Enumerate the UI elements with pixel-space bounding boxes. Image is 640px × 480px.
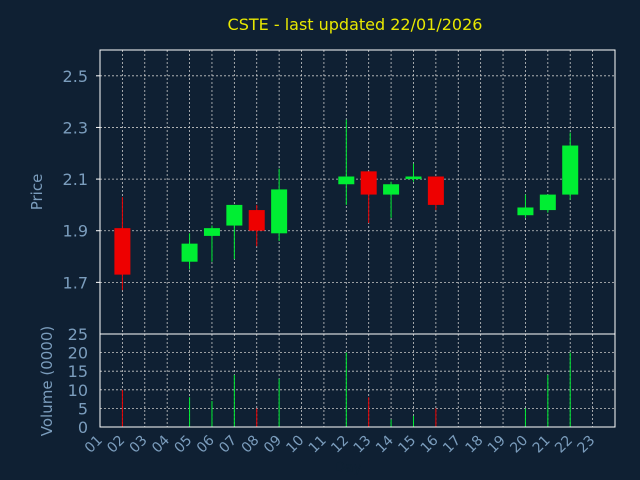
day-tick-label: 20 xyxy=(507,433,531,457)
day-tick-label: 22 xyxy=(552,433,576,457)
day-tick-label: 13 xyxy=(351,433,375,457)
candle-body xyxy=(226,204,243,226)
day-tick-label: 06 xyxy=(194,432,218,456)
candle-body xyxy=(517,207,534,216)
day-tick-label: 07 xyxy=(216,433,240,457)
chart-title: CSTE - last updated 22/01/2026 xyxy=(228,15,483,34)
candle xyxy=(203,225,220,262)
day-tick-label: 09 xyxy=(261,433,285,457)
candle xyxy=(338,119,355,205)
candle xyxy=(271,168,288,242)
day-tick-label: 05 xyxy=(171,433,195,457)
volume-tick-label: 15 xyxy=(68,362,88,381)
candle xyxy=(383,181,400,218)
day-tick-label: 08 xyxy=(239,433,263,457)
day-tick-label: 12 xyxy=(328,433,352,457)
price-tick-label: 2.5 xyxy=(63,67,88,86)
price-tick-label: 2.1 xyxy=(63,170,88,189)
candle-body xyxy=(383,184,400,195)
day-axis-ticks: 0102030405060708091011121314151617181920… xyxy=(82,432,599,456)
day-tick-label: 21 xyxy=(530,433,554,457)
price-grid xyxy=(99,50,615,334)
price-axis-label: Price xyxy=(28,174,46,211)
candle xyxy=(114,197,131,291)
candle-body xyxy=(271,189,288,234)
volume-tick-label: 5 xyxy=(78,399,88,418)
day-tick-label: 17 xyxy=(440,433,464,457)
candle-body xyxy=(562,145,579,195)
candle xyxy=(248,204,265,247)
day-tick-label: 16 xyxy=(418,432,442,456)
day-tick-label: 10 xyxy=(283,433,307,457)
day-tick-label: 14 xyxy=(373,432,397,456)
candle-body xyxy=(539,194,556,211)
candle-body xyxy=(248,210,265,231)
day-tick-label: 03 xyxy=(127,433,151,457)
day-tick-label: 04 xyxy=(149,432,173,456)
day-tick-label: 19 xyxy=(485,433,509,457)
candle-body xyxy=(405,176,422,180)
volume-tick-label: 10 xyxy=(68,381,88,400)
price-axis-ticks: 1.7 1.9 2.1 2.3 2.5 xyxy=(63,67,100,292)
candle-body xyxy=(360,171,377,195)
candle xyxy=(562,132,579,200)
day-tick-label: 11 xyxy=(306,433,330,457)
candle-body xyxy=(203,228,220,236)
price-panel-frame xyxy=(99,49,616,335)
candle xyxy=(360,171,377,223)
volume-tick-label: 0 xyxy=(78,418,88,437)
candle xyxy=(181,233,198,270)
candle-body xyxy=(114,228,131,275)
candle xyxy=(539,194,556,213)
price-tick-label: 1.9 xyxy=(63,222,88,241)
volume-axis-label: Volume (0000) xyxy=(38,326,56,436)
volume-bars xyxy=(121,352,571,427)
candle-body xyxy=(181,243,198,262)
volume-tick-label: 20 xyxy=(68,344,88,363)
candle xyxy=(405,163,422,182)
candle xyxy=(427,176,444,211)
candle xyxy=(226,204,243,260)
day-tick-label: 23 xyxy=(575,433,599,457)
volume-panel-frame xyxy=(99,333,616,428)
volume-tick-label: 25 xyxy=(68,325,88,344)
price-tick-label: 2.3 xyxy=(63,118,88,137)
volume-grid xyxy=(99,333,615,428)
price-candles xyxy=(114,119,579,291)
day-tick-label: 18 xyxy=(463,433,487,457)
day-tick-label: 15 xyxy=(395,433,419,457)
candle-body xyxy=(338,176,355,185)
day-axis-label: Day xyxy=(334,460,362,476)
day-tick-label: 02 xyxy=(104,433,128,457)
candle xyxy=(517,194,534,218)
price-tick-label: 1.7 xyxy=(63,273,88,292)
candle-body xyxy=(427,176,444,205)
